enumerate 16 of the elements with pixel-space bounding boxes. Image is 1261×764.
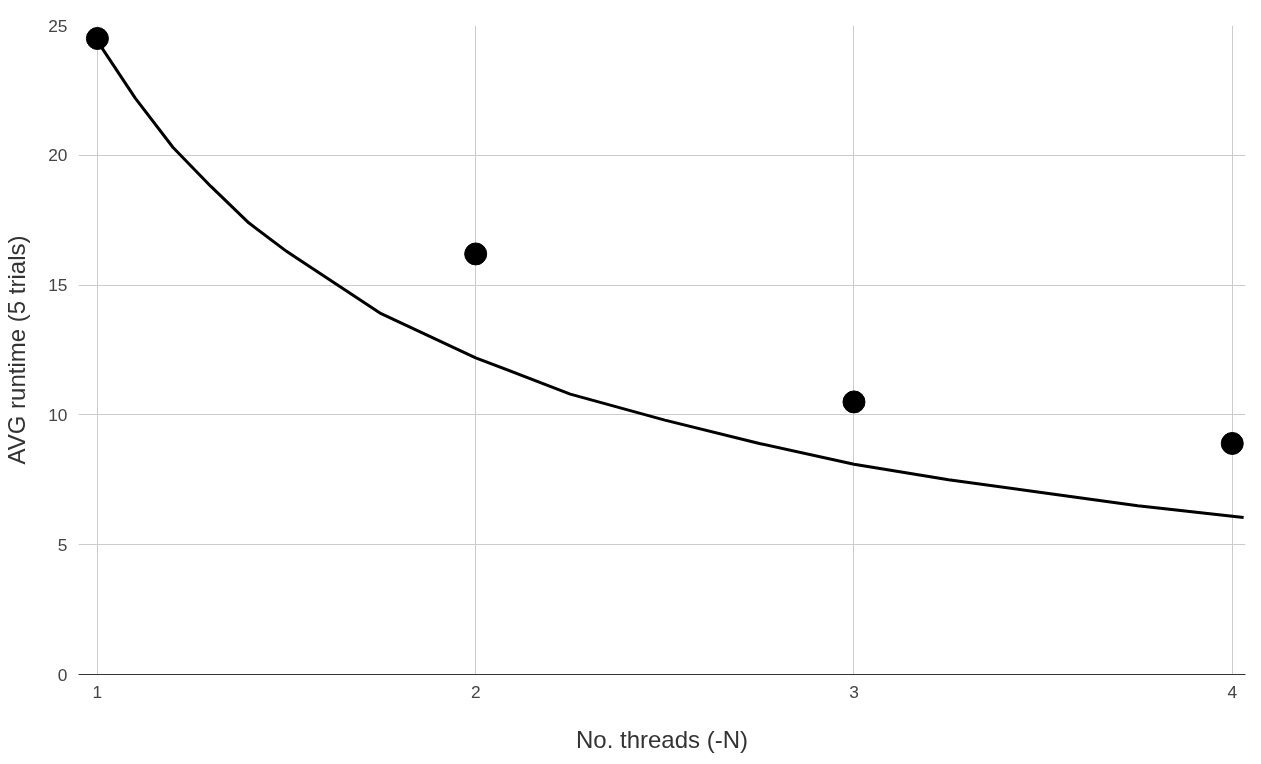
- x-tick-label: 2: [470, 681, 481, 702]
- y-tick-label: 0: [57, 664, 68, 685]
- point: [842, 390, 866, 414]
- x-tick-label: 1: [92, 681, 103, 702]
- point: [1220, 431, 1244, 455]
- y-tick-label: 5: [57, 534, 68, 555]
- y-tick-label: 15: [48, 275, 68, 296]
- point: [464, 242, 488, 266]
- x-tick-label: 3: [849, 681, 859, 702]
- x-axis-title: No. threads (-N): [575, 725, 749, 753]
- x-tick-label: 4: [1227, 681, 1238, 702]
- y-tick-label: 20: [48, 145, 68, 166]
- point: [85, 27, 109, 50]
- y-tick-label: 25: [48, 15, 68, 36]
- y-tick-label: 10: [48, 404, 68, 425]
- y-axis-title: AVG runtime (5 trials): [3, 235, 31, 465]
